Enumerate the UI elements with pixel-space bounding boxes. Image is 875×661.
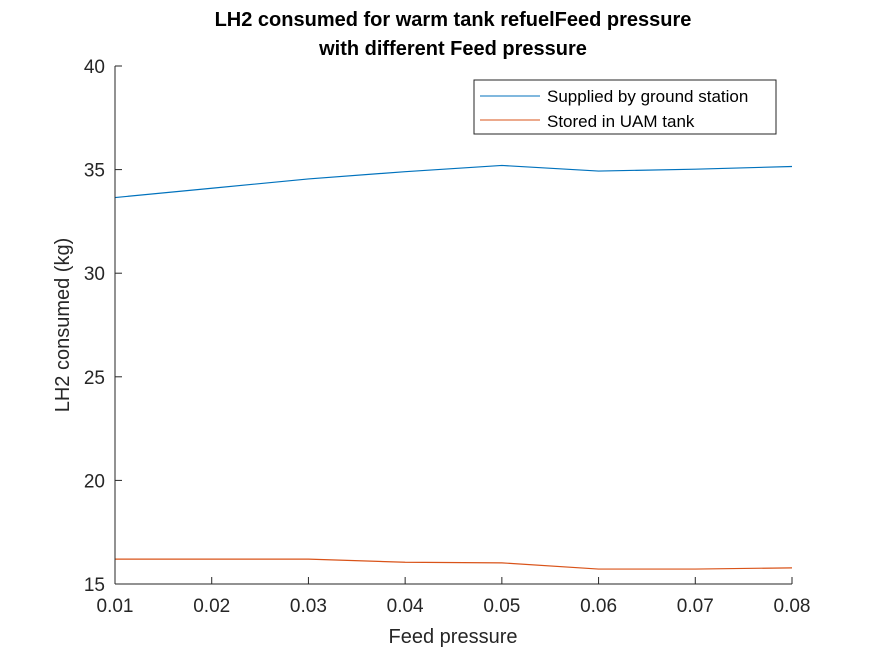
y-tick-label: 25 bbox=[84, 368, 105, 389]
x-tick-label: 0.02 bbox=[193, 596, 230, 617]
series-layer bbox=[114, 164, 793, 570]
x-tick-label: 0.01 bbox=[97, 596, 134, 617]
legend: Supplied by ground station Stored in UAM… bbox=[473, 79, 777, 135]
x-tick-label: 0.08 bbox=[774, 596, 811, 617]
x-tick-label: 0.05 bbox=[483, 596, 520, 617]
y-axis-ticks: 15 20 25 30 35 40 bbox=[84, 57, 122, 596]
x-tick-label: 0.04 bbox=[387, 596, 424, 617]
x-axis-label: Feed pressure bbox=[389, 626, 518, 648]
x-tick-label: 0.03 bbox=[290, 596, 327, 617]
chart-title-line-2: with different Feed pressure bbox=[318, 38, 587, 60]
y-axis-label: LH2 consumed (kg) bbox=[52, 238, 74, 413]
y-tick-label: 20 bbox=[84, 471, 105, 492]
y-tick-label: 15 bbox=[84, 575, 105, 596]
legend-box bbox=[473, 79, 777, 135]
plot-area bbox=[115, 66, 792, 584]
y-tick-label: 35 bbox=[84, 161, 105, 182]
legend-label-stored: Stored in UAM tank bbox=[547, 112, 695, 131]
y-tick-label: 30 bbox=[84, 264, 105, 285]
x-axis-ticks: 0.01 0.02 0.03 0.04 0.05 0.06 0.07 0.08 bbox=[97, 577, 811, 617]
legend-label-supplied: Supplied by ground station bbox=[547, 87, 748, 106]
x-tick-label: 0.06 bbox=[580, 596, 617, 617]
series-line-supplied-by-ground-station bbox=[114, 164, 793, 199]
x-tick-label: 0.07 bbox=[677, 596, 714, 617]
chart-title-line-1: LH2 consumed for warm tank refuelFeed pr… bbox=[215, 9, 692, 31]
y-tick-label: 40 bbox=[84, 57, 105, 78]
series-line-stored-in-uam-tank bbox=[115, 558, 793, 570]
